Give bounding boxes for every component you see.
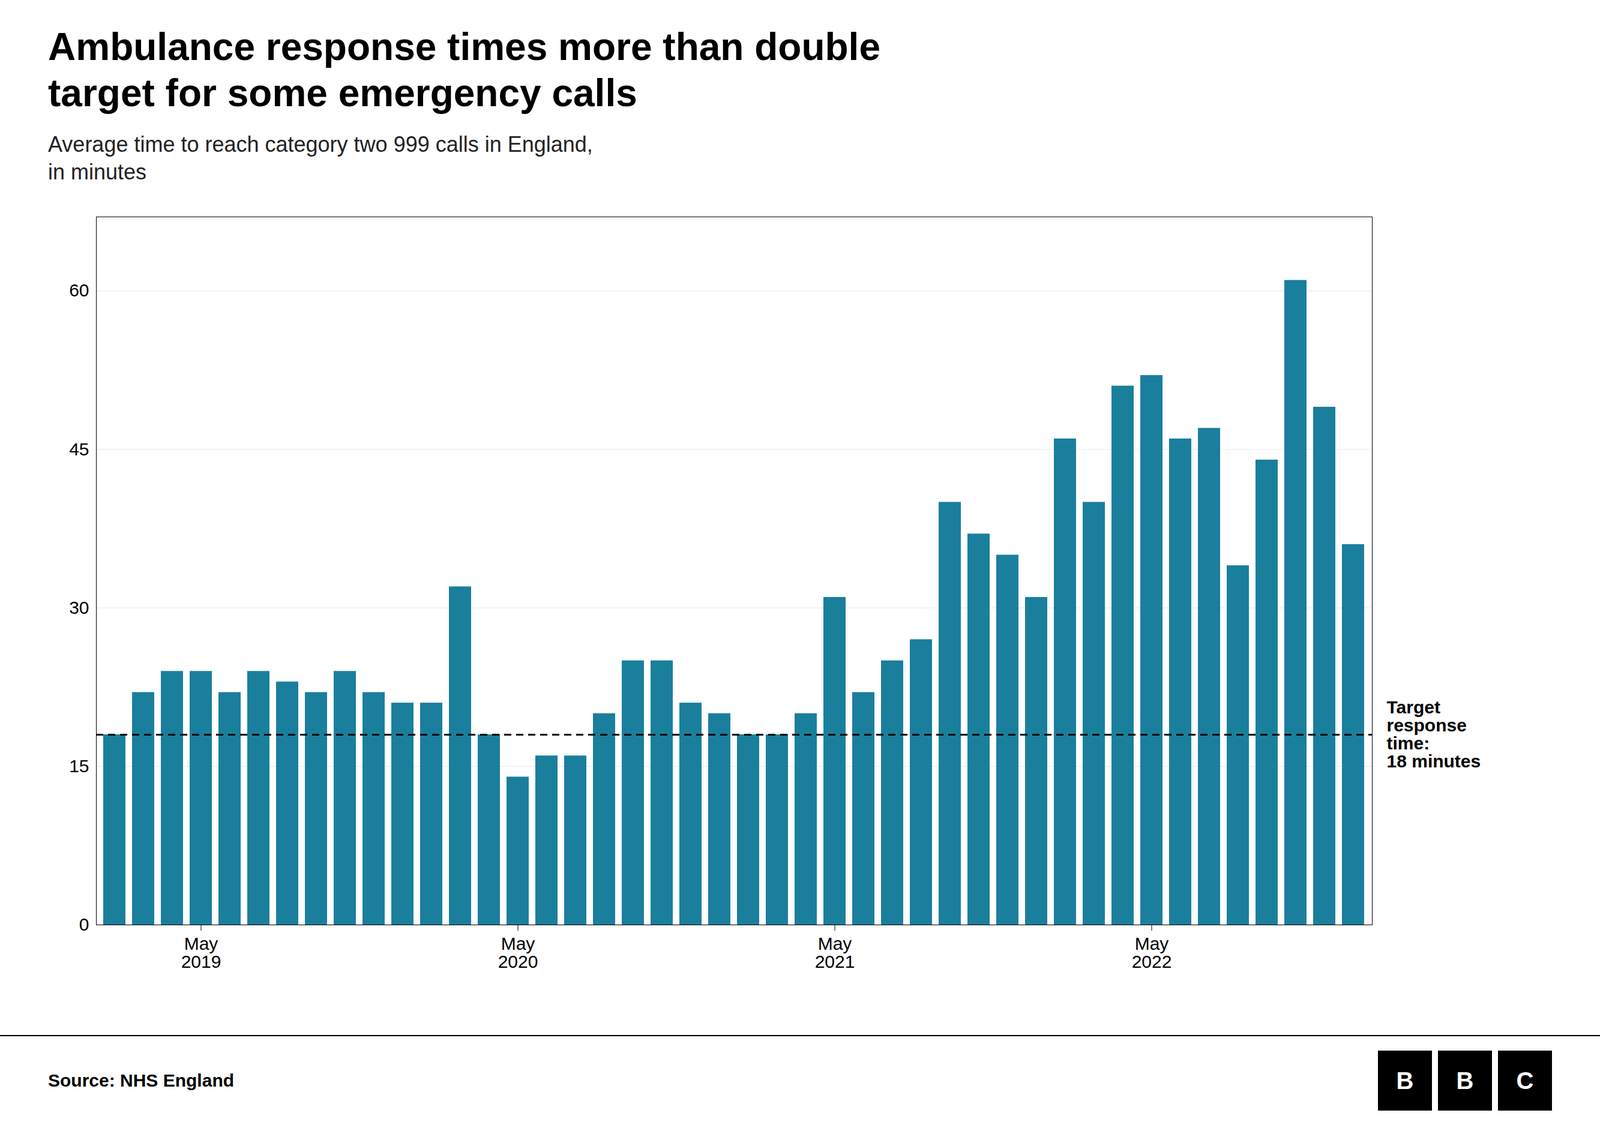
svg-text:15: 15 xyxy=(69,756,89,776)
html-text:Ambulance response times more: Ambulance response times more than doubl… xyxy=(48,25,881,115)
svg-text:May2020: May2020 xyxy=(498,933,539,972)
html-text:Average time to reach category: Average time to reach category two 999 c… xyxy=(48,131,593,185)
svg-text:45: 45 xyxy=(69,439,89,460)
svg-text:May2021: May2021 xyxy=(815,933,856,972)
html-text:B: B xyxy=(1396,1067,1414,1095)
html-text:B: B xyxy=(1456,1067,1474,1095)
svg-text:Targetresponsetime:18 minutes: Targetresponsetime:18 minutes xyxy=(1386,697,1482,772)
html-text:Source: NHS England: Source: NHS England xyxy=(48,1070,235,1091)
svg-text:30: 30 xyxy=(69,597,89,618)
html-text:C: C xyxy=(1516,1067,1534,1095)
svg-text:60: 60 xyxy=(69,280,89,301)
svg-text:May2022: May2022 xyxy=(1131,933,1173,972)
svg-text:0: 0 xyxy=(79,914,90,935)
svg-text:May2019: May2019 xyxy=(181,933,222,972)
